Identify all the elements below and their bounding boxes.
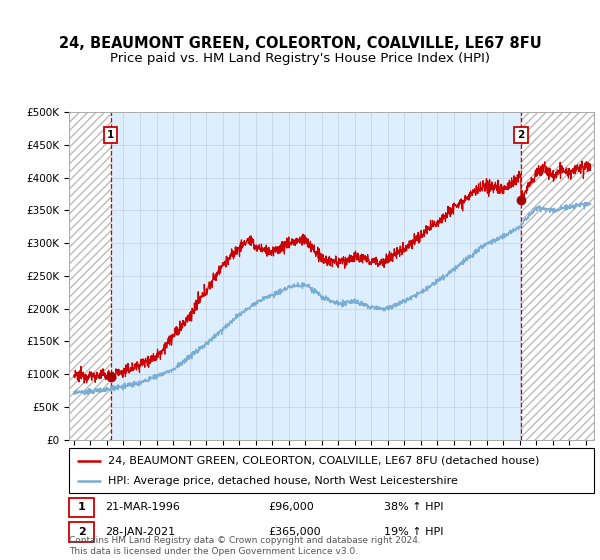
Text: Price paid vs. HM Land Registry's House Price Index (HPI): Price paid vs. HM Land Registry's House … <box>110 52 490 66</box>
Bar <box>69 522 94 542</box>
Bar <box>69 497 94 517</box>
Text: 2: 2 <box>517 130 524 140</box>
Bar <box>521 112 594 440</box>
Text: £96,000: £96,000 <box>269 502 314 512</box>
Text: 1: 1 <box>78 502 85 512</box>
Text: 21-MAR-1996: 21-MAR-1996 <box>105 502 179 512</box>
Text: 19% ↑ HPI: 19% ↑ HPI <box>384 527 443 537</box>
Text: 24, BEAUMONT GREEN, COLEORTON, COALVILLE, LE67 8FU: 24, BEAUMONT GREEN, COLEORTON, COALVILLE… <box>59 36 541 51</box>
Text: 38% ↑ HPI: 38% ↑ HPI <box>384 502 443 512</box>
Bar <box>69 112 110 440</box>
Text: HPI: Average price, detached house, North West Leicestershire: HPI: Average price, detached house, Nort… <box>109 475 458 486</box>
Text: 2: 2 <box>78 527 85 537</box>
Text: 28-JAN-2021: 28-JAN-2021 <box>105 527 175 537</box>
Text: 24, BEAUMONT GREEN, COLEORTON, COALVILLE, LE67 8FU (detached house): 24, BEAUMONT GREEN, COLEORTON, COALVILLE… <box>109 455 540 465</box>
Text: £365,000: £365,000 <box>269 527 321 537</box>
Text: Contains HM Land Registry data © Crown copyright and database right 2024.
This d: Contains HM Land Registry data © Crown c… <box>69 536 421 556</box>
Text: 1: 1 <box>107 130 114 140</box>
